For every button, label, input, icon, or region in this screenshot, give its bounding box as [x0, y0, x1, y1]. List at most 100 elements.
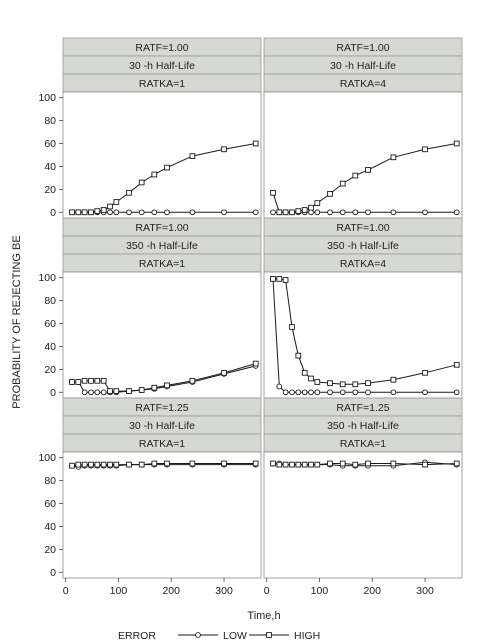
high-point	[88, 377, 94, 384]
high-point	[295, 352, 302, 359]
low-point	[339, 389, 346, 396]
high-point	[252, 460, 259, 467]
y-tick-label: 0	[50, 207, 56, 219]
high-point	[94, 377, 101, 384]
y-tick-label: 20	[44, 364, 56, 376]
high-point	[81, 461, 88, 468]
high-point	[301, 207, 308, 213]
high-point	[289, 324, 295, 330]
strip-label: RATF=1.00	[336, 42, 389, 54]
strip-label: RATKA=1	[340, 438, 386, 450]
high-point	[126, 461, 132, 468]
low-point	[453, 389, 460, 396]
y-tick-label: 100	[38, 452, 56, 464]
high-point	[113, 461, 120, 468]
high-point	[365, 380, 371, 386]
high-point	[69, 379, 75, 385]
high-point	[289, 209, 295, 216]
legend-low-label: LOW	[223, 630, 247, 642]
plot-area	[263, 91, 463, 219]
low-point	[126, 209, 132, 216]
strip-label: RATKA=1	[139, 258, 185, 270]
high-point	[295, 461, 302, 468]
high-point	[365, 460, 371, 467]
high-point	[107, 388, 113, 394]
low-point	[314, 389, 321, 396]
high-point	[422, 146, 428, 153]
low-point	[94, 389, 101, 396]
low-point	[301, 389, 308, 396]
y-tick-label: 40	[44, 521, 56, 533]
high-point	[81, 209, 88, 216]
strip-label: RATF=1.25	[336, 402, 389, 414]
legend-high-label: HIGH	[294, 630, 320, 642]
panel-grid: RATF=1.00 30 -h Half-Life RATKA=1 0 20 40 60 80…	[38, 37, 463, 597]
high-point	[282, 277, 289, 283]
y-tick-label: 100	[38, 272, 56, 284]
high-point	[352, 381, 359, 388]
high-point	[352, 461, 359, 468]
high-point	[88, 209, 94, 216]
high-point	[113, 388, 120, 394]
high-point	[453, 460, 460, 467]
strip-label: RATF=1.00	[336, 222, 389, 234]
high-point	[422, 461, 428, 468]
low-point	[282, 389, 289, 396]
y-tick-label: 40	[44, 161, 56, 173]
high-point	[390, 376, 397, 383]
y-tick-label: 0	[50, 567, 56, 579]
high-point	[164, 382, 170, 389]
high-point	[270, 460, 276, 467]
high-point	[151, 171, 158, 178]
plot-area	[62, 91, 262, 219]
x-tick-label: 300	[416, 585, 434, 597]
high-point	[270, 276, 276, 282]
high-point	[126, 189, 132, 196]
high-point	[138, 387, 145, 393]
high-point	[69, 462, 75, 469]
low-point	[327, 209, 333, 216]
panel-1: RATF=1.00 30 -h Half-Life RATKA=1 0 20 40 60 80…	[38, 37, 262, 219]
high-point	[189, 377, 196, 384]
high-point	[189, 460, 196, 467]
high-point	[390, 154, 397, 161]
low-point	[365, 389, 371, 396]
high-point	[81, 377, 88, 384]
low-point	[81, 389, 88, 396]
low-point	[352, 209, 359, 216]
low-point	[422, 209, 428, 216]
strip-label: 30 -h Half-Life	[129, 60, 195, 72]
low-point	[339, 209, 346, 216]
strip-label: 350 -h Half-Life	[126, 240, 198, 252]
high-point	[308, 461, 314, 468]
legend-low-marker	[195, 632, 201, 638]
y-tick-label: 60	[44, 138, 56, 150]
low-point	[390, 389, 397, 396]
high-point	[138, 461, 145, 468]
high-point	[151, 384, 158, 391]
high-point	[75, 209, 82, 216]
y-tick-label: 20	[44, 544, 56, 556]
low-point	[308, 209, 314, 216]
high-point	[151, 460, 158, 467]
high-point	[390, 460, 397, 467]
strip-label: RATF=1.25	[135, 402, 188, 414]
high-point	[270, 189, 276, 196]
strip-label: 350 -h Half-Life	[327, 240, 399, 252]
strip-label: RATF=1.00	[135, 42, 188, 54]
low-point	[113, 209, 120, 216]
high-point	[453, 361, 460, 368]
high-point	[308, 204, 314, 211]
y-tick-label: 80	[44, 115, 56, 127]
x-tick-label: 100	[110, 585, 128, 597]
high-point	[107, 203, 113, 210]
high-point	[282, 209, 289, 216]
x-tick-label: 0	[264, 585, 270, 597]
high-point	[252, 140, 259, 147]
low-point	[289, 389, 295, 396]
low-point	[276, 383, 283, 390]
high-point	[327, 191, 333, 197]
high-point	[301, 461, 308, 468]
strip-label: 30 -h Half-Life	[129, 420, 195, 432]
